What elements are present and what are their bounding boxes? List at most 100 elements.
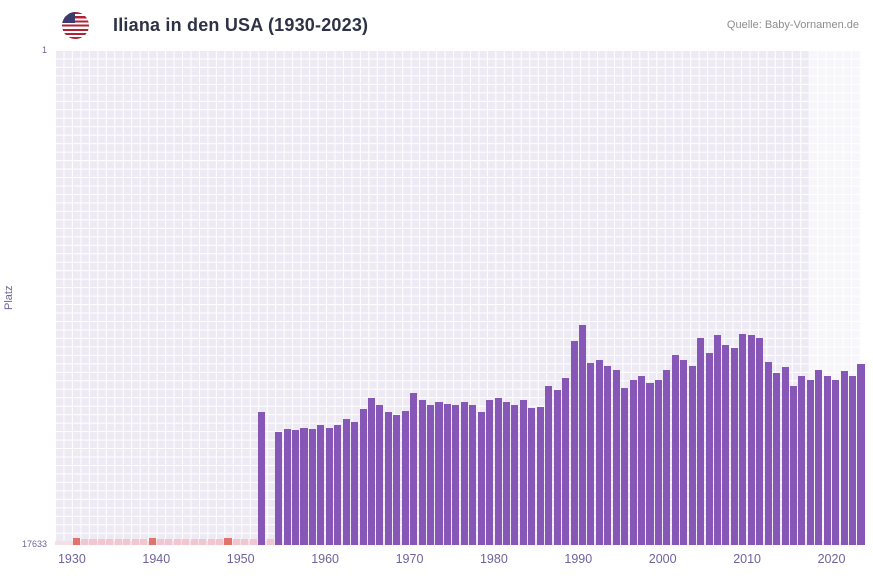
bar-2023[interactable] — [857, 364, 865, 545]
bar-1990[interactable] — [578, 325, 587, 545]
bar-1994[interactable] — [612, 370, 620, 545]
no-data-marker-1951 — [249, 539, 257, 545]
bar-1987[interactable] — [553, 389, 561, 545]
bar-2020[interactable] — [832, 379, 840, 545]
bar-2011[interactable] — [756, 337, 764, 545]
bar-1963[interactable] — [351, 422, 359, 545]
x-tick-1950: 1950 — [226, 552, 255, 566]
bar-1992[interactable] — [595, 360, 603, 545]
bar-1955[interactable] — [283, 429, 291, 545]
no-data-marker-1934 — [106, 539, 114, 545]
no-data-marker-1941 — [165, 539, 173, 545]
bar-1976[interactable] — [460, 402, 468, 545]
bar-1973[interactable] — [435, 402, 443, 545]
bar-1961[interactable] — [334, 424, 342, 545]
bar-2010[interactable] — [747, 334, 755, 545]
no-data-marker-1942 — [173, 539, 181, 545]
x-tick-1990: 1990 — [564, 552, 593, 566]
no-data-marker-1944 — [190, 539, 198, 545]
x-tick-1980: 1980 — [479, 552, 508, 566]
bar-2018[interactable] — [815, 370, 823, 545]
plot-area — [55, 50, 865, 545]
bar-2012[interactable] — [764, 361, 772, 545]
bar-2007[interactable] — [722, 344, 730, 545]
bar-1972[interactable] — [427, 405, 435, 545]
bar-2001[interactable] — [671, 354, 679, 545]
flag-canton — [62, 11, 75, 23]
bar-2000[interactable] — [663, 370, 671, 545]
no-data-marker-1935 — [114, 539, 122, 545]
bar-1999[interactable] — [654, 379, 662, 545]
bar-1997[interactable] — [638, 375, 646, 545]
no-data-marker-1936 — [123, 539, 131, 545]
no-data-marker-1932 — [89, 539, 97, 545]
bar-1959[interactable] — [317, 424, 325, 545]
bar-1996[interactable] — [629, 379, 637, 545]
y-axis-label: Platz — [3, 285, 15, 310]
bar-1986[interactable] — [545, 385, 553, 545]
x-tick-1960: 1960 — [311, 552, 339, 566]
bar-2006[interactable] — [713, 334, 722, 545]
bar-1989[interactable] — [570, 340, 578, 545]
bar-1960[interactable] — [325, 427, 333, 545]
bar-1982[interactable] — [511, 405, 519, 545]
bar-1966[interactable] — [376, 405, 384, 545]
no-data-marker-1953 — [266, 539, 274, 545]
bar-2019[interactable] — [823, 375, 831, 545]
bar-2005[interactable] — [705, 353, 713, 545]
bar-2016[interactable] — [798, 375, 806, 545]
bar-1964[interactable] — [359, 409, 367, 545]
bar-1980[interactable] — [494, 398, 502, 545]
bar-2004[interactable] — [697, 337, 705, 545]
source-label: Quelle: Baby-Vornamen.de — [726, 19, 859, 31]
chart-header: Iliana in den USA (1930-2023) Quelle: Ba… — [62, 9, 859, 41]
bar-1965[interactable] — [367, 398, 376, 545]
bar-1981[interactable] — [502, 402, 511, 545]
bar-1957[interactable] — [300, 427, 308, 545]
bar-1979[interactable] — [486, 399, 494, 545]
bar-2014[interactable] — [781, 367, 789, 545]
no-data-marker-1931 — [80, 539, 89, 545]
no-data-marker-1940 — [156, 539, 165, 545]
bar-2008[interactable] — [730, 347, 738, 545]
page-title: Iliana in den USA (1930-2023) — [113, 14, 369, 35]
bar-1956[interactable] — [291, 430, 300, 545]
bar-1988[interactable] — [562, 378, 570, 545]
bar-1991[interactable] — [587, 363, 595, 545]
bar-1993[interactable] — [604, 365, 612, 545]
bar-1958[interactable] — [308, 429, 316, 545]
bar-1985[interactable] — [536, 406, 544, 545]
bar-1970[interactable] — [410, 392, 418, 545]
bar-2022[interactable] — [849, 375, 857, 545]
no-data-marker-1939 — [148, 538, 156, 545]
no-data-marker-1937 — [131, 539, 139, 545]
bar-1975[interactable] — [452, 405, 460, 545]
bar-1984[interactable] — [528, 407, 536, 545]
bar-1971[interactable] — [418, 399, 426, 545]
no-data-marker-1948 — [224, 538, 232, 545]
bar-1998[interactable] — [646, 382, 654, 545]
bar-1967[interactable] — [384, 412, 392, 545]
bar-1968[interactable] — [393, 414, 401, 545]
bar-1978[interactable] — [477, 412, 485, 545]
bar-2021[interactable] — [840, 371, 848, 545]
bar-1995[interactable] — [621, 388, 629, 545]
bar-2002[interactable] — [680, 360, 688, 545]
bar-2017[interactable] — [806, 379, 814, 545]
bar-1974[interactable] — [443, 403, 451, 545]
bar-2009[interactable] — [739, 333, 747, 545]
bar-1977[interactable] — [469, 405, 477, 545]
bar-2015[interactable] — [789, 385, 798, 545]
bar-2003[interactable] — [688, 365, 696, 545]
y-tick-min: 17633 — [21, 539, 47, 549]
bar-1969[interactable] — [401, 410, 409, 545]
bar-1952[interactable] — [258, 412, 266, 545]
x-axis-ticks: 1930 1940 1950 1960 1970 1980 1990 2000 2010 2020 — [0, 552, 873, 570]
bar-2013[interactable] — [773, 372, 781, 545]
bar-1962[interactable] — [342, 419, 350, 545]
x-tick-1970: 1970 — [395, 552, 424, 566]
bar-1983[interactable] — [519, 399, 527, 545]
x-tick-1940: 1940 — [142, 552, 171, 566]
bar-1954[interactable] — [275, 431, 283, 545]
